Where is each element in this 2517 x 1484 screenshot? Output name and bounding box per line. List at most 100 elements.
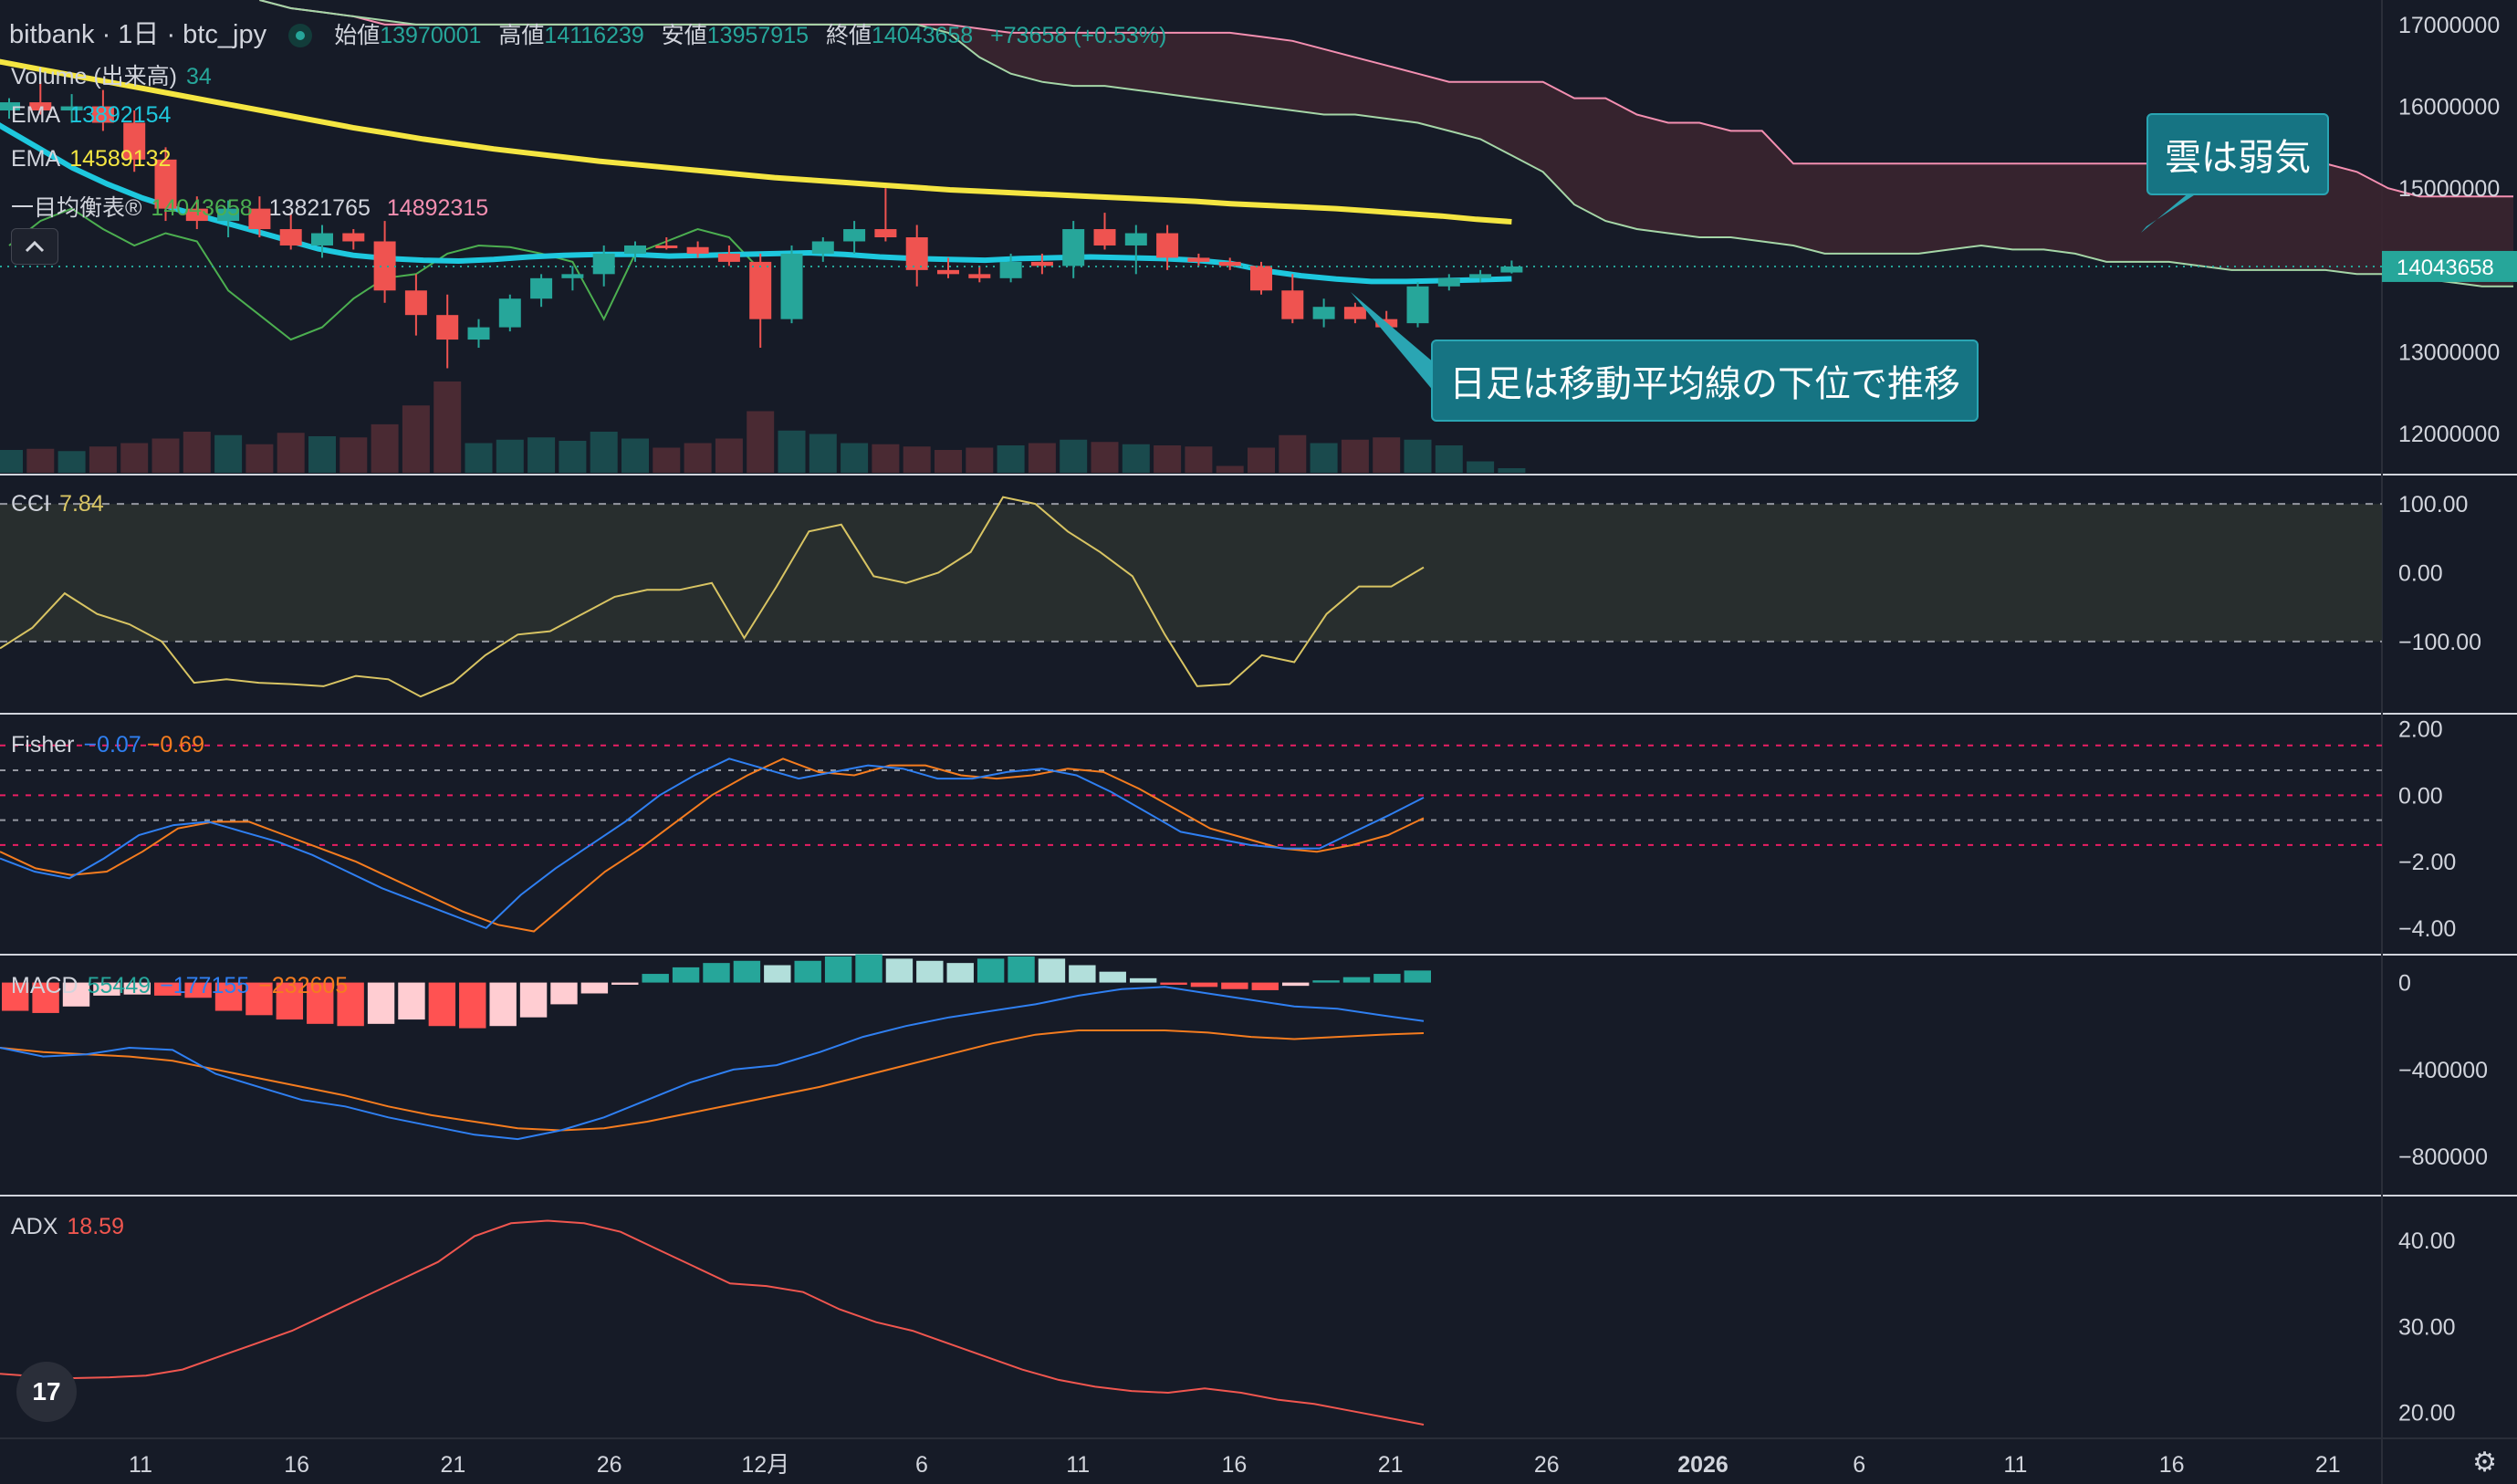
macd-histogram-bar xyxy=(276,982,304,1020)
fisher-label: Fisher xyxy=(11,732,75,758)
candle xyxy=(279,229,302,246)
ema-fast-legend[interactable]: EMA 13892154 xyxy=(11,102,187,129)
ichimoku-label: 一目均衡表® xyxy=(11,195,142,221)
volume-bar xyxy=(684,443,712,473)
collapse-legend-button[interactable] xyxy=(11,228,58,265)
macd-tick-label: 0 xyxy=(2398,971,2411,997)
candle xyxy=(530,277,553,299)
last-price-tag-label: 14043658 xyxy=(2397,256,2494,280)
candle xyxy=(29,102,52,111)
macd-histogram-bar xyxy=(1129,977,1157,983)
price-tick-label: 13000000 xyxy=(2398,340,2500,366)
volume-value: 34 xyxy=(185,64,212,89)
macd-histogram-bar xyxy=(1221,982,1248,989)
candle xyxy=(342,233,365,242)
fisher-pane[interactable] xyxy=(0,744,2382,933)
candle xyxy=(60,106,83,111)
macd-histogram-bar xyxy=(123,982,151,995)
ohlc-high-label: 高値 xyxy=(498,23,545,48)
volume-bar xyxy=(89,446,117,473)
cci-legend[interactable]: CCI 7.84 xyxy=(11,491,120,517)
volume-bar xyxy=(151,438,180,473)
symbol-title: bitbank · 1日 · btc_jpy xyxy=(9,20,267,49)
volume-bar xyxy=(214,434,243,473)
candle xyxy=(937,269,959,275)
ichimoku-legend[interactable]: 一目均衡表® 14043658 13821765 14892315 xyxy=(11,190,505,223)
volume-label: Volume (出来高) xyxy=(11,64,177,89)
macd-histogram-bar xyxy=(1038,958,1066,983)
ema-slow-value: 14589132 xyxy=(69,146,172,172)
macd-histogram-bar xyxy=(1342,977,1371,983)
volume-bar xyxy=(1216,465,1244,473)
ema-slow-legend[interactable]: EMA 14589132 xyxy=(11,146,187,172)
candle xyxy=(185,208,208,222)
adx-legend[interactable]: ADX 18.59 xyxy=(11,1214,141,1240)
tradingview-logo-icon[interactable]: 17 xyxy=(16,1362,77,1422)
fisher-legend[interactable]: Fisher −0.07 −0.69 xyxy=(11,732,221,758)
macd-histogram-bar xyxy=(459,982,486,1029)
macd-histogram-bar xyxy=(550,982,578,1005)
cci-label: CCI xyxy=(11,491,51,517)
volume-bar xyxy=(997,445,1025,473)
candle xyxy=(655,245,678,248)
gear-icon[interactable]: ⚙ xyxy=(2472,1447,2497,1478)
volume-bar xyxy=(1091,442,1119,473)
macd-pane[interactable] xyxy=(0,954,1431,1141)
macd-histogram-bar xyxy=(1404,970,1431,983)
volume-bar xyxy=(715,438,743,473)
macd-histogram-bar xyxy=(642,974,669,983)
time-tick-label: 11 xyxy=(1066,1452,1090,1478)
time-tick-label: 26 xyxy=(1534,1452,1560,1478)
cci-tick-label: −100.00 xyxy=(2398,630,2481,655)
macd-histogram-bar xyxy=(977,958,1005,983)
macd-histogram-bar xyxy=(672,967,700,983)
time-tick-label: 26 xyxy=(597,1452,622,1478)
ohlc-change: +73658 (+0.53%) xyxy=(990,23,1167,48)
volume-bar xyxy=(433,381,462,473)
fisher-value: −0.07 xyxy=(83,732,141,758)
volume-bar xyxy=(26,448,55,473)
candle xyxy=(749,261,772,319)
volume-bar xyxy=(1435,445,1463,473)
price-tick-label: 16000000 xyxy=(2398,95,2500,120)
macd-hist-value: 55449 xyxy=(87,973,151,998)
volume-bar xyxy=(1028,443,1056,473)
macd-tick-label: −400000 xyxy=(2398,1058,2488,1083)
macd-histogram-bar xyxy=(946,963,974,983)
callout-cloud-weak-text: 雲は弱気 xyxy=(2165,138,2311,178)
volume-bar xyxy=(778,430,806,473)
volume-bar xyxy=(1373,437,1401,473)
fisher-line xyxy=(0,758,1425,930)
adx-pane[interactable] xyxy=(0,1219,1425,1426)
candle xyxy=(1281,290,1304,319)
axis-layer: 1700000016000000150000001400000013000000… xyxy=(129,13,2517,1478)
price-pane[interactable] xyxy=(0,0,2514,473)
volume-bar xyxy=(1154,445,1182,473)
candle xyxy=(780,253,803,319)
cci-value: 7.84 xyxy=(59,491,104,517)
candle xyxy=(1500,266,1523,273)
macd-legend[interactable]: MACD 55449 −177155 −232605 xyxy=(11,973,364,999)
candle xyxy=(1093,229,1116,246)
volume-bar xyxy=(1279,434,1307,473)
cci-pane[interactable] xyxy=(0,496,2382,698)
macd-histogram-bar xyxy=(733,960,761,983)
macd-histogram-bar xyxy=(1008,956,1035,983)
fisher-signal-value: −0.69 xyxy=(146,732,204,758)
candle xyxy=(1030,261,1053,266)
macd-histogram-bar xyxy=(703,963,730,983)
volume-bar xyxy=(57,451,86,473)
candle xyxy=(1124,233,1147,246)
macd-histogram-bar xyxy=(2,982,29,1011)
volume-bar xyxy=(1404,439,1432,473)
callout-below-ma-text: 日足は移動平均線の下位で推移 xyxy=(1449,364,1960,404)
candle xyxy=(1406,286,1429,324)
volume-bar xyxy=(339,437,368,473)
candle xyxy=(123,122,146,160)
fisher-tick-label: 0.00 xyxy=(2398,783,2443,809)
volume-bar xyxy=(1310,443,1338,473)
volume-legend[interactable]: Volume (出来高) 34 xyxy=(11,58,228,91)
macd-histogram-bar xyxy=(245,982,273,1016)
candle xyxy=(311,233,333,246)
